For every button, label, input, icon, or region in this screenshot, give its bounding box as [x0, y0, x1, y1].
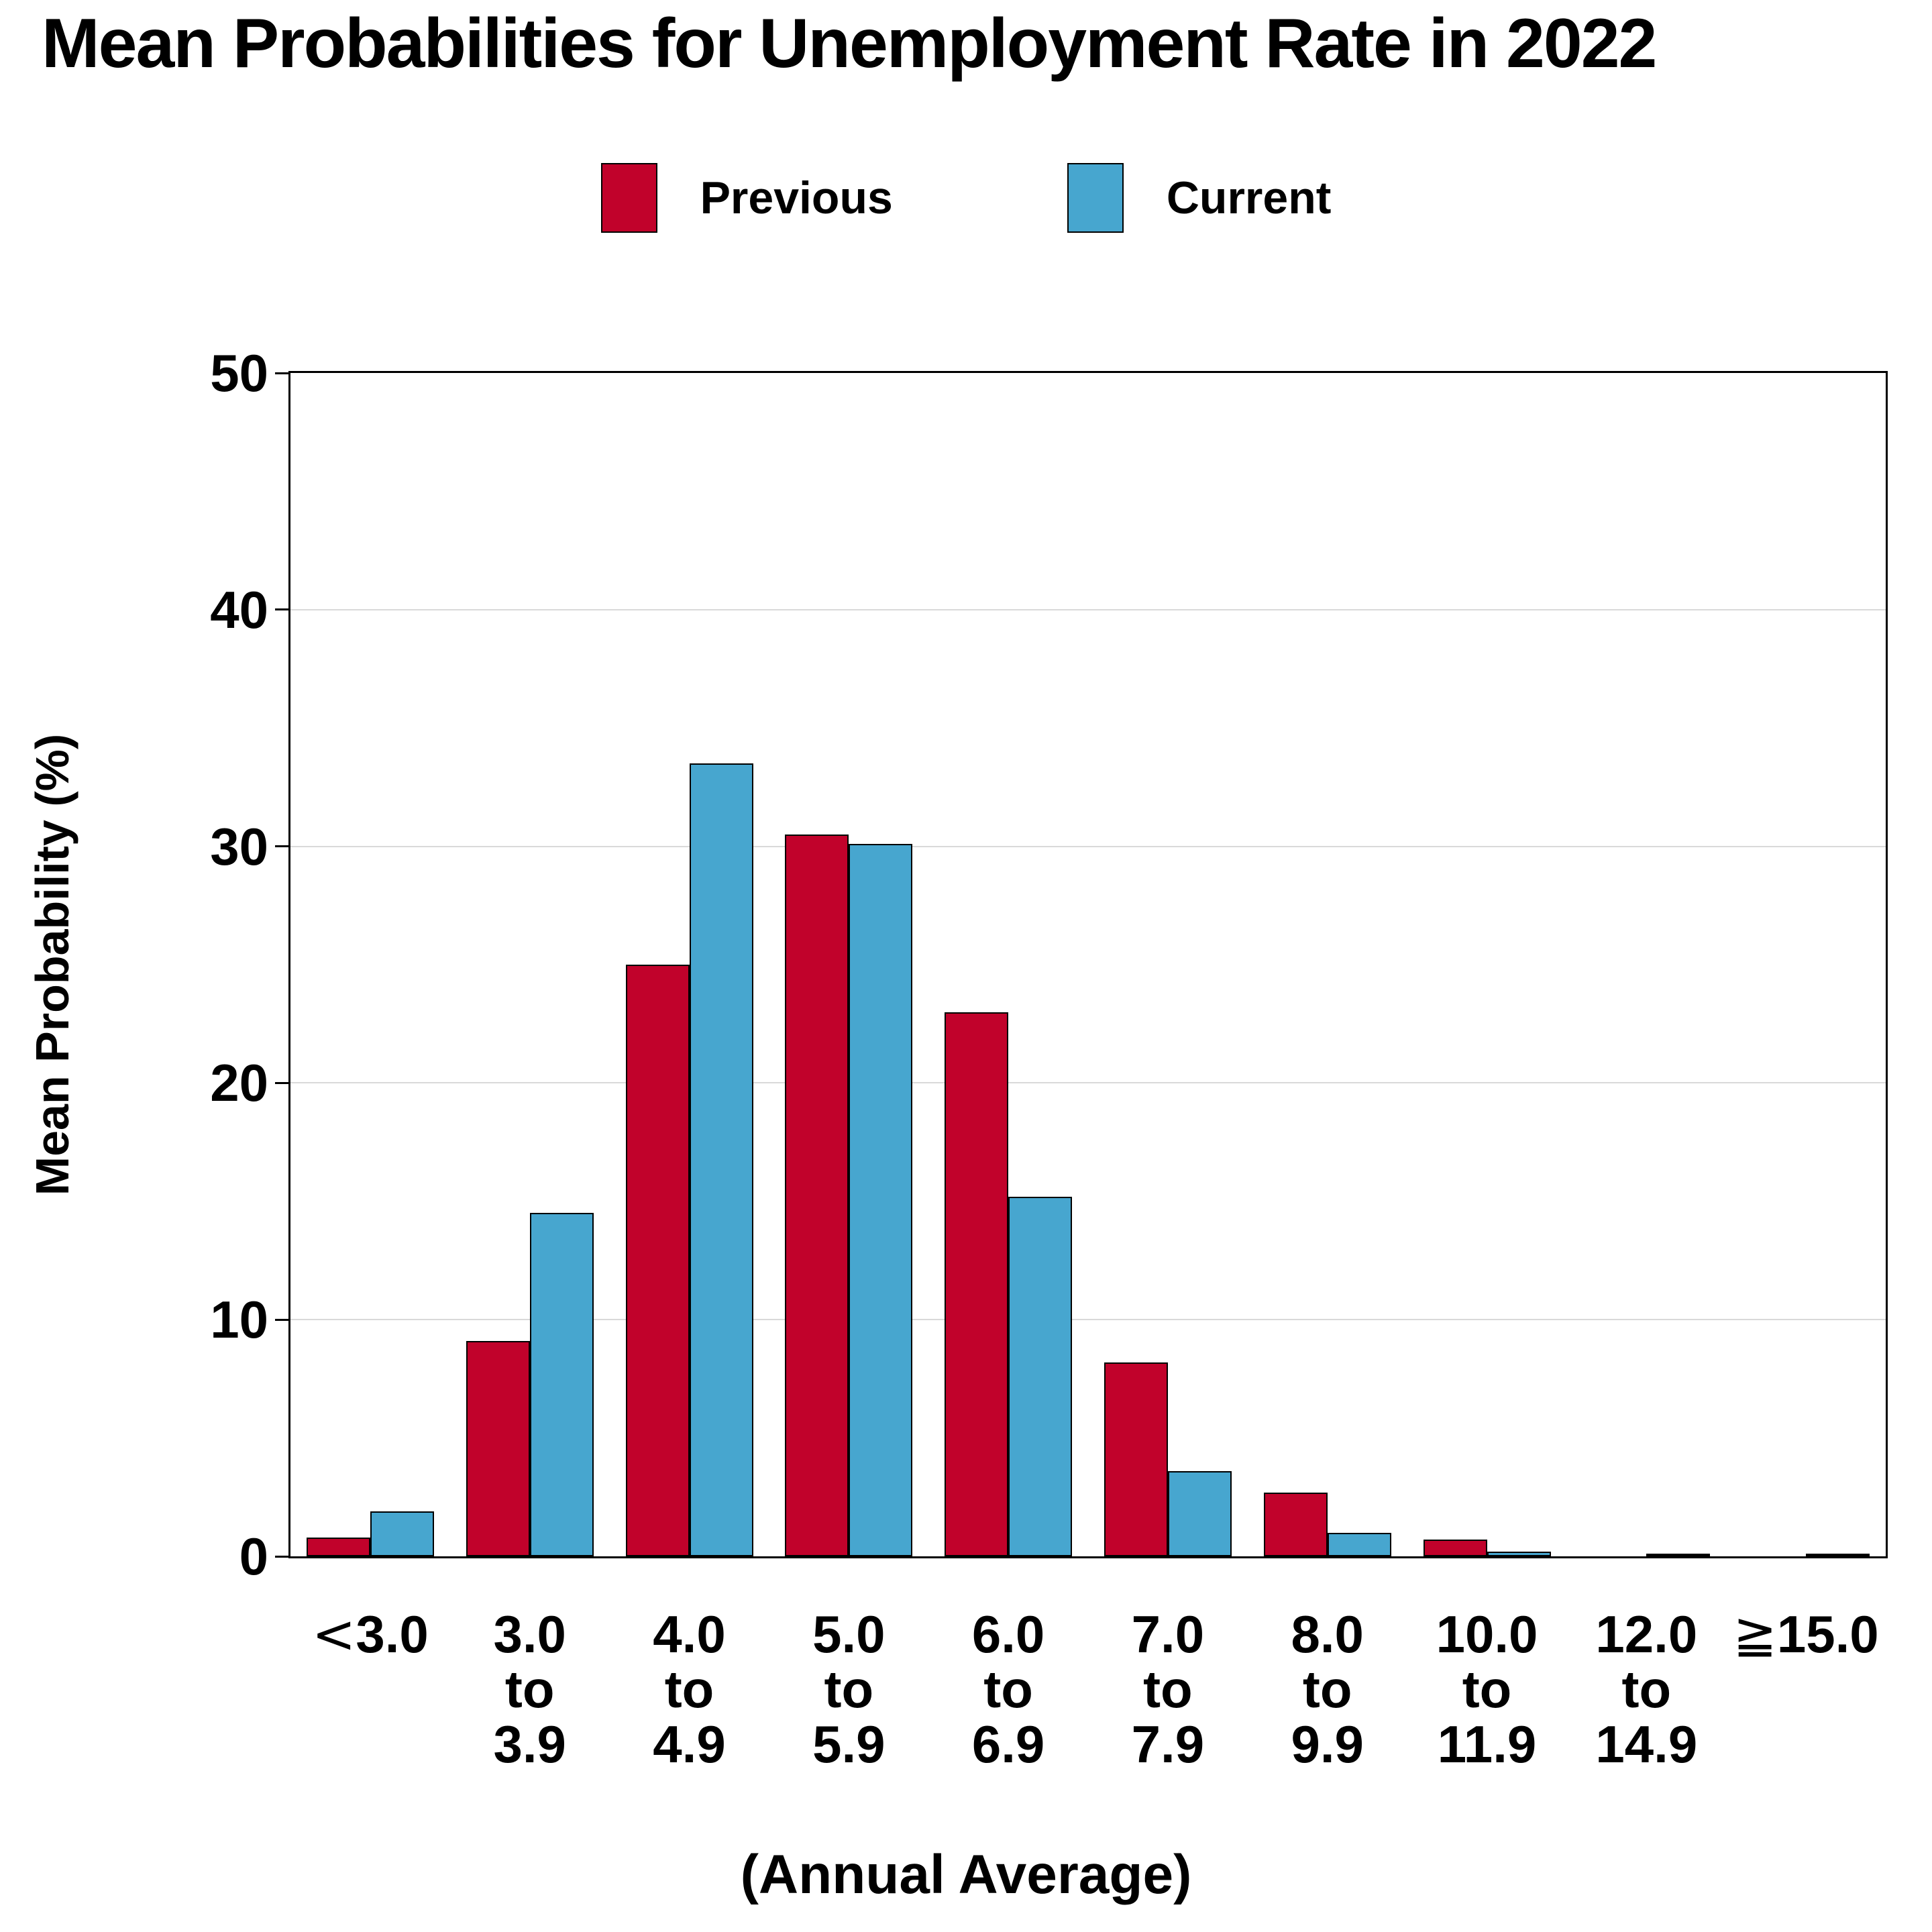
x-category-label-8: 12.0 to 14.9 — [1566, 1607, 1727, 1772]
y-tick-label-0: 0 — [239, 1527, 268, 1586]
y-tick-label-20: 20 — [210, 1053, 268, 1113]
x-category-label-7: 10.0 to 11.9 — [1407, 1607, 1568, 1772]
x-category-label-line: 10.0 — [1436, 1605, 1538, 1664]
gridline-20 — [290, 1082, 1886, 1084]
legend-label-previous: Previous — [700, 172, 893, 223]
x-category-label-6: 8.0 to 9.9 — [1247, 1607, 1408, 1772]
x-category-label-line: 3.0 — [493, 1605, 566, 1664]
bar-current-2 — [689, 763, 753, 1556]
x-category-label-line: 6.9 — [971, 1715, 1045, 1774]
bar-current-6 — [1327, 1532, 1391, 1556]
bar-previous-6 — [1263, 1492, 1328, 1556]
y-tick-40 — [275, 608, 290, 611]
x-category-label-0: <3.0 — [290, 1607, 451, 1662]
bar-previous-7 — [1423, 1540, 1487, 1556]
legend-swatch-current — [1067, 163, 1124, 233]
x-category-label-line: to — [983, 1660, 1033, 1719]
x-category-label-line: to — [1462, 1660, 1512, 1719]
x-category-label-line: <3.0 — [311, 1605, 429, 1665]
x-category-label-9: ≧15.0 — [1725, 1607, 1886, 1662]
legend-label-current: Current — [1166, 172, 1332, 223]
bar-previous-2 — [625, 965, 690, 1556]
x-category-label-3: 5.0 to 5.9 — [768, 1607, 929, 1772]
legend-item-current: Current — [1067, 163, 1332, 233]
bar-current-5 — [1167, 1471, 1232, 1556]
gridline-30 — [290, 845, 1886, 847]
x-category-label-line: to — [1621, 1660, 1672, 1719]
x-category-label-line: 14.9 — [1595, 1715, 1698, 1774]
y-tick-50 — [275, 372, 290, 374]
gridline-10 — [290, 1319, 1886, 1321]
bar-current-3 — [849, 844, 913, 1556]
x-category-label-line: to — [1302, 1660, 1352, 1719]
chart-title: Mean Probabilities for Unemployment Rate… — [42, 5, 1657, 83]
x-category-label-line: to — [664, 1660, 714, 1719]
legend-swatch-previous — [600, 163, 657, 233]
bar-current-7 — [1487, 1551, 1551, 1556]
x-category-label-line: to — [1143, 1660, 1193, 1719]
x-category-label-line: 6.0 — [971, 1605, 1045, 1664]
bar-current-4 — [1008, 1196, 1073, 1556]
x-category-label-line: ≧15.0 — [1733, 1605, 1879, 1665]
x-category-label-line: 4.0 — [653, 1605, 726, 1664]
bar-previous-5 — [1104, 1362, 1168, 1556]
y-tick-30 — [275, 845, 290, 848]
less-than-sign: < — [311, 1605, 356, 1665]
x-category-label-line: to — [824, 1660, 874, 1719]
y-axis-title: Mean Probability (%) — [26, 733, 78, 1196]
x-category-label-4: 6.0 to 6.9 — [928, 1607, 1089, 1772]
y-tick-20 — [275, 1081, 290, 1084]
bar-current-0 — [370, 1511, 434, 1556]
plot-area — [288, 371, 1888, 1558]
y-tick-0 — [275, 1555, 290, 1558]
bar-previous-3 — [785, 834, 849, 1556]
y-tick-label-10: 10 — [210, 1290, 268, 1350]
y-tick-label-30: 30 — [210, 816, 268, 876]
bar-previous-4 — [945, 1012, 1009, 1556]
bar-previous-1 — [466, 1340, 530, 1556]
x-category-label-line: 11.9 — [1437, 1715, 1537, 1774]
bar-previous-0 — [306, 1537, 370, 1556]
x-category-label-line: 9.9 — [1291, 1715, 1364, 1774]
legend: Previous Current — [0, 163, 1932, 233]
x-category-label-line: 4.9 — [653, 1715, 726, 1774]
x-category-label-line: 8.0 — [1291, 1605, 1364, 1664]
gridline-40 — [290, 608, 1886, 610]
bar-current-9 — [1806, 1554, 1870, 1556]
legend-item-previous: Previous — [600, 163, 893, 233]
x-category-label-line: 5.0 — [812, 1605, 885, 1664]
x-axis-title: (Annual Average) — [740, 1844, 1192, 1905]
bar-current-8 — [1646, 1554, 1711, 1556]
x-category-label-line: 12.0 — [1595, 1605, 1698, 1664]
x-category-label-5: 7.0 to 7.9 — [1087, 1607, 1248, 1772]
y-tick-10 — [275, 1318, 290, 1321]
x-category-label-line: 7.9 — [1131, 1715, 1205, 1774]
y-tick-label-40: 40 — [210, 580, 268, 639]
x-category-label-line: 3.9 — [493, 1715, 566, 1774]
x-category-label-line: 7.0 — [1131, 1605, 1205, 1664]
x-category-label-line: to — [504, 1660, 555, 1719]
x-category-label-1: 3.0 to 3.9 — [449, 1607, 610, 1772]
x-category-label-2: 4.0 to 4.9 — [609, 1607, 770, 1772]
y-tick-label-50: 50 — [210, 343, 268, 402]
x-category-label-line: 5.9 — [812, 1715, 885, 1774]
greater-equal-sign: ≧ — [1733, 1605, 1777, 1665]
bar-current-1 — [529, 1213, 594, 1556]
